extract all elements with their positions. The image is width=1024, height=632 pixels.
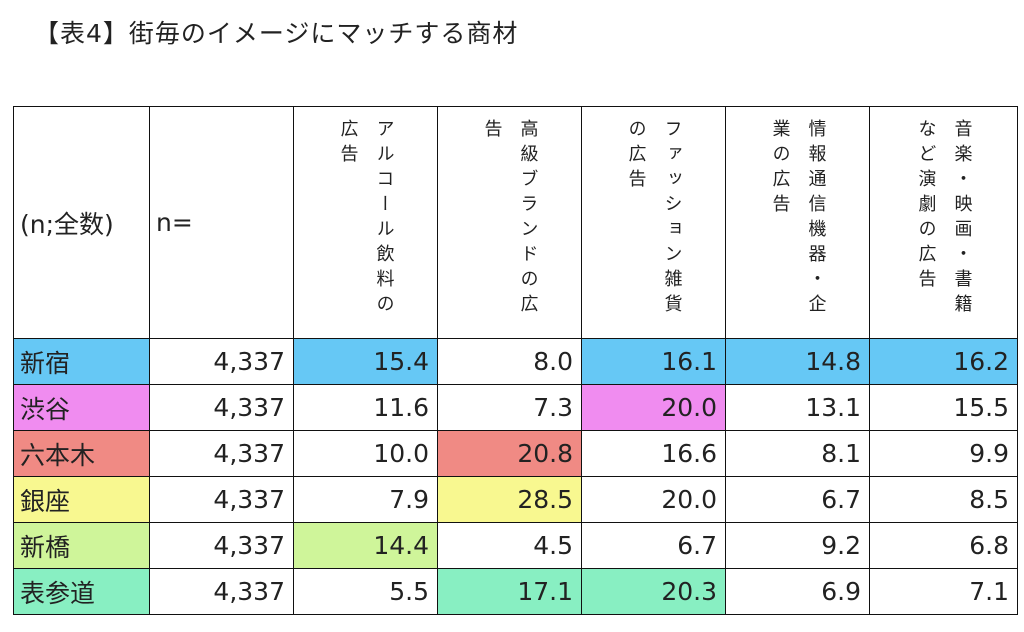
row-value-cell: 6.9 [725, 568, 870, 615]
header-category-2: ファッション雑貨の広告 [625, 119, 683, 319]
row-value-cell: 13.1 [725, 384, 870, 431]
header-category-1: 高級ブランドの広告 [481, 119, 539, 319]
header-category-3: 情報通信機器・企業の広告 [769, 119, 827, 319]
row-value-cell: 8.5 [869, 476, 1018, 523]
row-n-value: 4,337 [149, 338, 294, 385]
row-value-cell: 16.2 [869, 338, 1018, 385]
row-value-cell: 14.4 [293, 522, 438, 569]
table-row: 新橋 4,337 14.4 4.5 6.7 9.2 6.8 [13, 522, 1018, 569]
row-value-cell: 6.7 [725, 476, 870, 523]
header-category-cell: 情報通信機器・企業の広告 [725, 106, 870, 339]
row-value-cell: 17.1 [437, 568, 582, 615]
row-n-value: 4,337 [149, 568, 294, 615]
row-n-value: 4,337 [149, 430, 294, 477]
header-category-cell: アルコール飲料の広告 [293, 106, 438, 339]
row-value-cell: 8.1 [725, 430, 870, 477]
row-value-cell: 6.8 [869, 522, 1018, 569]
table-row: 表参道 4,337 5.5 17.1 20.3 6.9 7.1 [13, 568, 1018, 615]
header-category-cell: ファッション雑貨の広告 [581, 106, 726, 339]
header-category-cell: 高級ブランドの広告 [437, 106, 582, 339]
row-value-cell: 8.0 [437, 338, 582, 385]
header-n-col: n= [149, 106, 294, 339]
table-row: 新宿 4,337 15.4 8.0 16.1 14.8 16.2 [13, 338, 1018, 385]
row-n-value: 4,337 [149, 384, 294, 431]
data-table: (n;全数) n= アルコール飲料の広告 高級ブランドの広告 ファッション雑貨の… [13, 106, 1018, 615]
row-label: 新橋 [13, 522, 150, 569]
row-value-cell: 6.7 [581, 522, 726, 569]
row-value-cell: 15.5 [869, 384, 1018, 431]
table-row: 銀座 4,337 7.9 28.5 20.0 6.7 8.5 [13, 476, 1018, 523]
row-value-cell: 7.9 [293, 476, 438, 523]
header-category-cell: 音楽・映画・書籍など演劇の広告 [869, 106, 1018, 339]
row-label: 銀座 [13, 476, 150, 523]
row-value-cell: 9.2 [725, 522, 870, 569]
row-value-cell: 28.5 [437, 476, 582, 523]
row-value-cell: 11.6 [293, 384, 438, 431]
row-value-cell: 10.0 [293, 430, 438, 477]
row-label: 渋谷 [13, 384, 150, 431]
row-value-cell: 16.6 [581, 430, 726, 477]
header-row: (n;全数) n= アルコール飲料の広告 高級ブランドの広告 ファッション雑貨の… [13, 106, 1018, 339]
row-n-value: 4,337 [149, 522, 294, 569]
table-title: 【表4】街毎のイメージにマッチする商材 [34, 19, 519, 48]
row-value-cell: 20.3 [581, 568, 726, 615]
header-category-0: アルコール飲料の広告 [337, 119, 395, 319]
row-label: 新宿 [13, 338, 150, 385]
row-value-cell: 16.1 [581, 338, 726, 385]
header-label-col: (n;全数) [13, 106, 150, 339]
header-category-4: 音楽・映画・書籍など演劇の広告 [915, 119, 973, 319]
row-value-cell: 20.8 [437, 430, 582, 477]
table-row: 六本木 4,337 10.0 20.8 16.6 8.1 9.9 [13, 430, 1018, 477]
row-value-cell: 20.0 [581, 384, 726, 431]
row-value-cell: 7.1 [869, 568, 1018, 615]
row-label: 表参道 [13, 568, 150, 615]
row-n-value: 4,337 [149, 476, 294, 523]
row-value-cell: 5.5 [293, 568, 438, 615]
table-row: 渋谷 4,337 11.6 7.3 20.0 13.1 15.5 [13, 384, 1018, 431]
row-value-cell: 20.0 [581, 476, 726, 523]
row-label: 六本木 [13, 430, 150, 477]
row-value-cell: 15.4 [293, 338, 438, 385]
row-value-cell: 7.3 [437, 384, 582, 431]
row-value-cell: 9.9 [869, 430, 1018, 477]
row-value-cell: 14.8 [725, 338, 870, 385]
row-value-cell: 4.5 [437, 522, 582, 569]
